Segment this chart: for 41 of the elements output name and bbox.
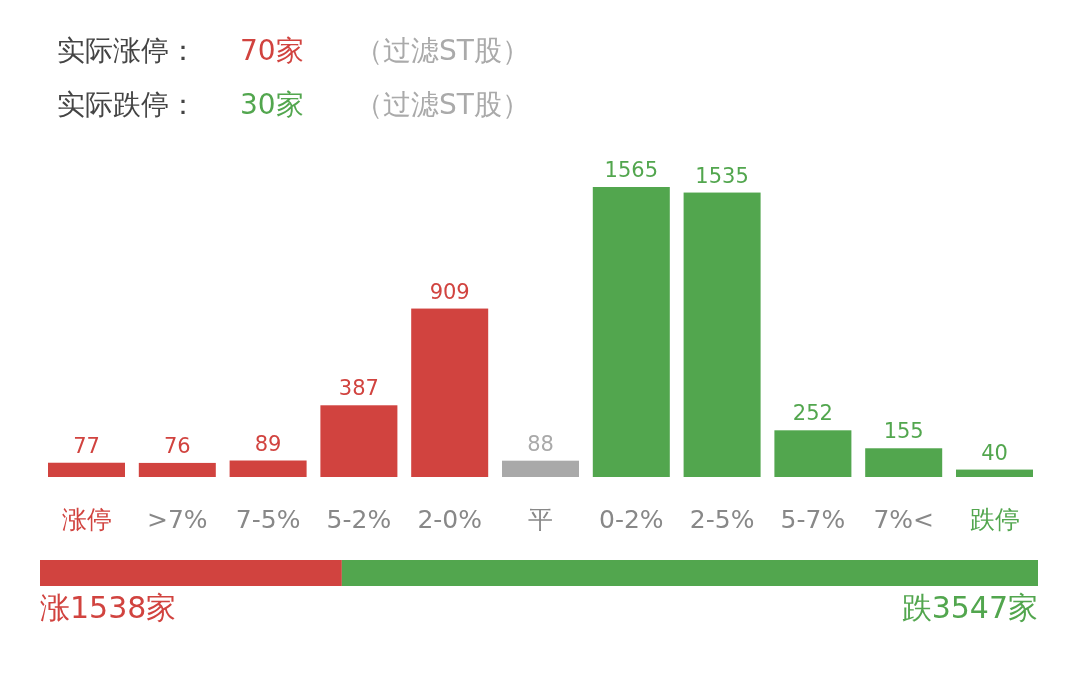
text: 30家 [240,88,304,121]
bar [865,448,943,477]
data-label: 88 [527,431,554,456]
data-label: 77 [73,433,100,458]
x-tick-label: 2-5% [689,505,755,534]
x-tick-label: 平 [528,505,553,534]
x-tick-label: 涨停 [61,505,112,534]
data-label: 155 [883,419,924,444]
data-label: 387 [338,376,379,401]
data-label: 76 [163,433,191,458]
data-label: 跌3547家 [901,590,1038,625]
x-tick-label: 7-5% [235,505,301,534]
bar [502,460,579,477]
data-label: 909 [429,279,470,304]
x-tick-label: 5-7% [780,505,846,534]
text: （过滤ST股） [355,88,530,121]
bar [320,405,398,477]
bar [683,192,761,477]
data-label: 1535 [695,163,749,188]
x-tick-label: 7%< [873,505,934,534]
x-tick-label: 跌停 [969,505,1020,534]
bar [592,187,670,477]
text: 70家 [240,34,304,67]
text: 实际涨停： [57,34,197,67]
data-label: 89 [254,431,282,456]
text: 实际跌停： [57,88,197,121]
bar [48,462,125,477]
text: （过滤ST股） [355,34,530,67]
x-tick-label: 5-2% [326,505,392,534]
x-tick-label: 0-2% [599,505,664,534]
bar [229,460,307,477]
bar [411,308,489,477]
x-tick-label: >7% [147,505,208,534]
x-tick-label: 2-0% [417,505,482,534]
bar [138,462,216,477]
data-label: 涨1538家 [40,590,177,625]
bar [774,430,852,477]
bar [956,469,1033,477]
data-label: 40 [981,440,1008,465]
data-label: 252 [792,401,833,426]
data-label: 1565 [604,158,659,182]
